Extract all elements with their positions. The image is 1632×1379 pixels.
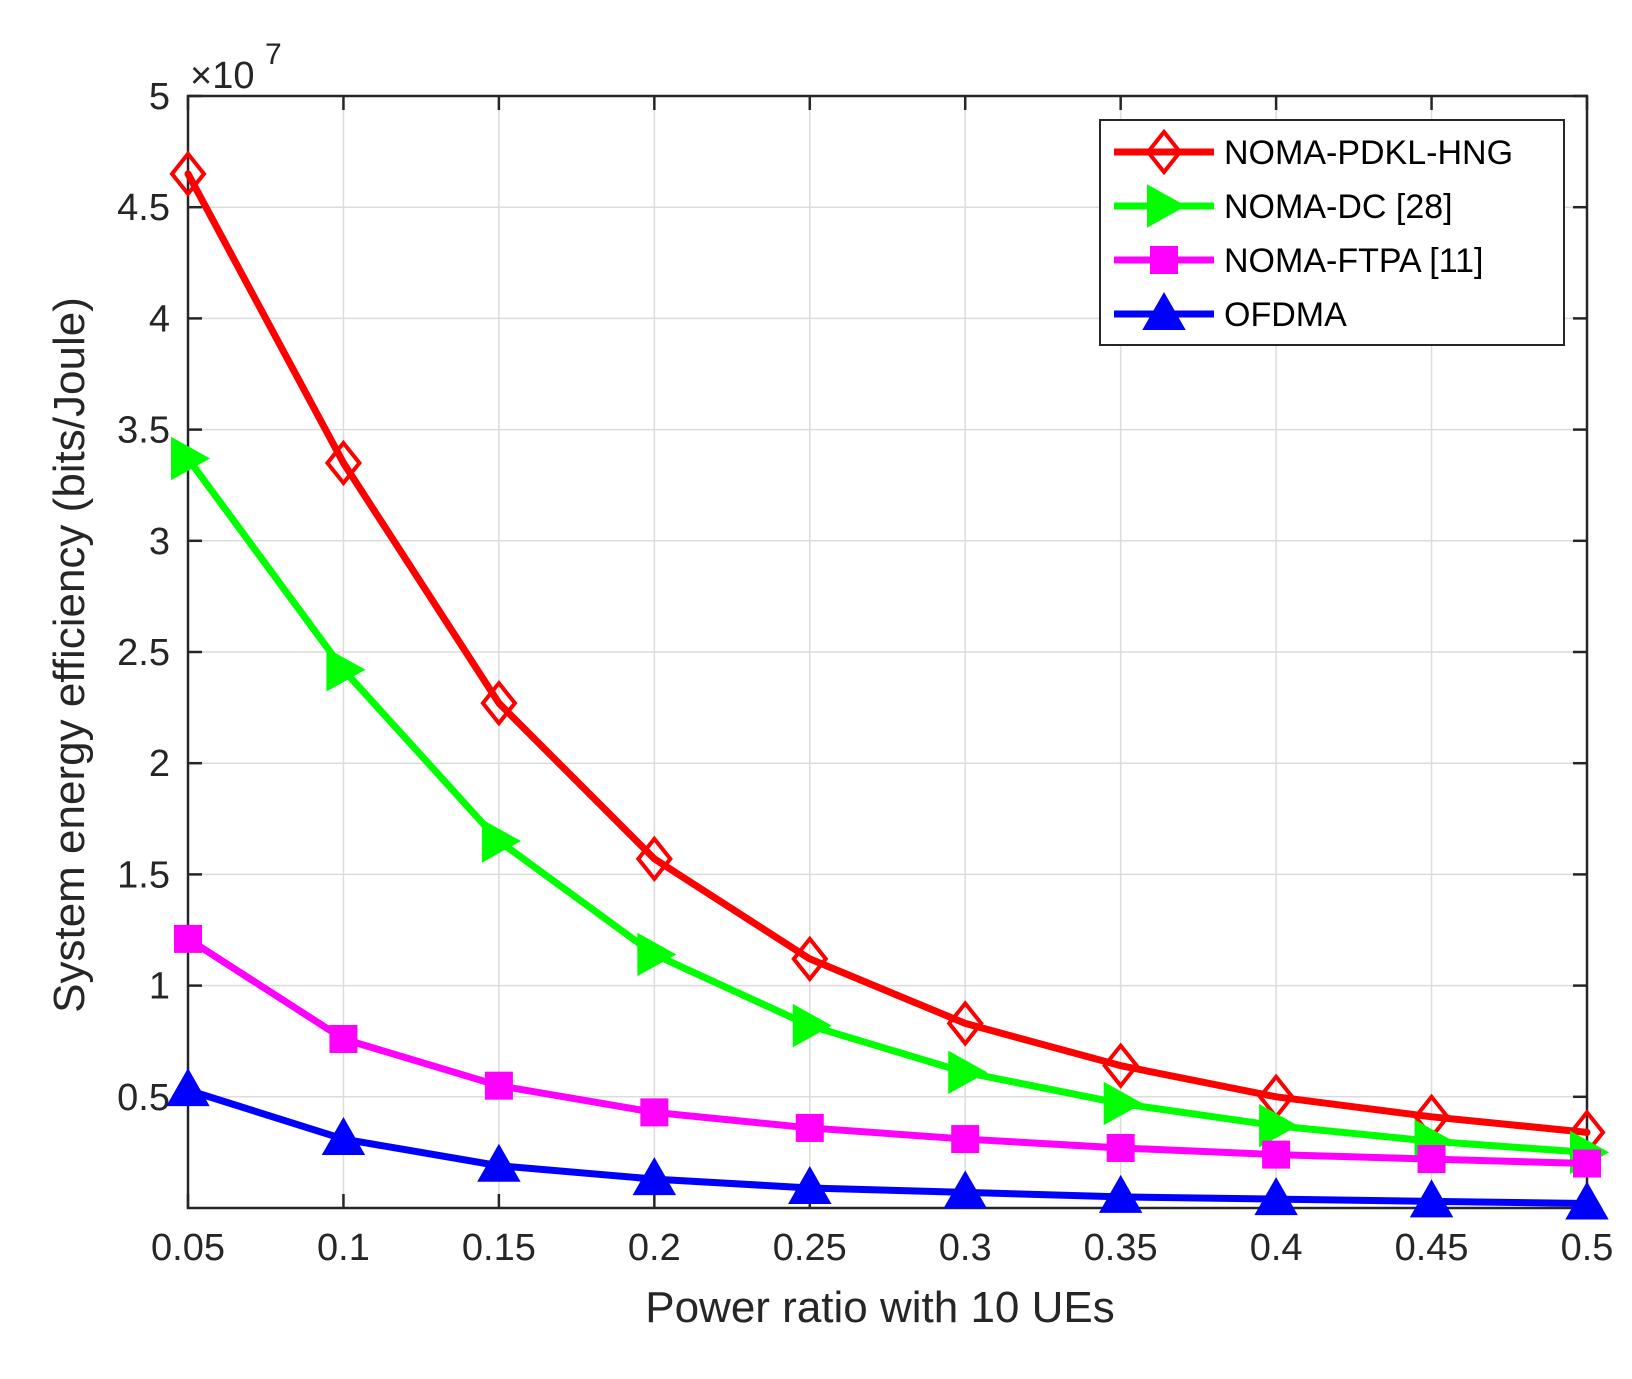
x-tick-label: 0.45: [1395, 1227, 1469, 1269]
legend-label: OFDMA: [1224, 296, 1347, 334]
legend-entry: NOMA-FTPA [11]: [1114, 242, 1483, 280]
x-tick-label: 0.3: [939, 1227, 992, 1269]
data-point: [484, 1071, 513, 1100]
data-point: [640, 1098, 669, 1127]
data-point: [1098, 1174, 1143, 1213]
data-point: [174, 924, 202, 953]
data-point: [1106, 1133, 1135, 1162]
data-point: [1565, 1181, 1609, 1220]
legend-entry: NOMA-DC [28]: [1114, 184, 1453, 228]
legend-marker: [1150, 246, 1178, 274]
data-series: [166, 150, 1610, 1220]
y-exponent-power: 7: [265, 38, 282, 71]
data-point: [791, 935, 829, 983]
data-point: [637, 932, 677, 977]
data-point: [948, 1050, 988, 1095]
y-tick-label: 3.5: [117, 410, 170, 452]
legend-label: NOMA-DC [28]: [1224, 188, 1453, 226]
legend: NOMA-PDKL-HNG NOMA-DC [28] NOMA-FTPA [11] O…: [1099, 119, 1565, 346]
data-point: [1254, 1177, 1298, 1216]
data-point: [326, 648, 366, 692]
data-point: [1103, 1081, 1143, 1126]
x-tick-label: 0.2: [628, 1227, 681, 1269]
x-tick-label: 0.15: [462, 1227, 536, 1269]
data-point: [946, 1000, 984, 1047]
x-tick-label: 0.25: [773, 1227, 847, 1269]
legend-marker: [1147, 184, 1187, 228]
data-point: [481, 819, 521, 863]
y-exponent-base: ×10: [190, 55, 254, 97]
legend-marker: [1145, 128, 1183, 176]
data-point: [329, 1024, 358, 1053]
y-tick-label: 2.5: [117, 632, 170, 674]
y-tick-label: 3: [149, 521, 170, 563]
series-line: [184, 455, 1591, 1156]
axis-ticks: 0.05 0.1 0.15 0.2 0.25 0.3 0.35 0.4 0.45 0.5 0.5 1 1…: [117, 76, 1613, 1269]
data-point: [795, 1113, 824, 1142]
y-tick-label: 2: [149, 743, 170, 785]
series-line: [184, 935, 1591, 1168]
x-axis-title: Power ratio with 10 UEs: [645, 1283, 1115, 1332]
data-point: [943, 1170, 987, 1209]
y-axis-title: System energy efficiency (bits/Joule): [45, 297, 94, 1013]
y-tick-label: 4: [149, 298, 170, 340]
series-ofdma: [166, 1068, 1609, 1220]
data-point: [324, 439, 363, 487]
legend-marker: [1142, 291, 1186, 330]
y-tick-label: 5: [149, 76, 170, 118]
data-point: [951, 1125, 980, 1154]
y-tick-label: 1: [149, 966, 170, 1008]
series-noma-pdkl-hng: [169, 150, 1606, 1156]
legend-label: NOMA-FTPA [11]: [1224, 242, 1483, 280]
data-point: [477, 1143, 521, 1182]
data-point: [792, 1003, 832, 1048]
y-tick-label: 4.5: [117, 187, 170, 229]
data-point: [1417, 1145, 1446, 1174]
data-point: [171, 436, 211, 481]
x-tick-label: 0.1: [317, 1227, 370, 1269]
y-axis-exponent: ×10 7: [190, 38, 282, 97]
data-point: [321, 1117, 366, 1156]
series-noma-ftpa-11: [174, 924, 1601, 1178]
data-point: [1102, 1042, 1140, 1089]
x-tick-label: 0.5: [1561, 1227, 1614, 1269]
data-point: [1573, 1149, 1601, 1178]
data-point: [1409, 1179, 1454, 1218]
data-point: [480, 679, 518, 727]
x-tick-label: 0.35: [1084, 1227, 1158, 1269]
legend-entry: NOMA-PDKL-HNG: [1114, 128, 1513, 176]
data-point: [169, 150, 207, 198]
x-tick-label: 0.4: [1250, 1227, 1303, 1269]
y-tick-label: 1.5: [117, 854, 170, 896]
data-point: [635, 835, 673, 883]
legend-entry: OFDMA: [1114, 291, 1347, 334]
series-line: [184, 170, 1591, 1136]
series-line: [184, 1086, 1591, 1208]
data-point: [166, 1068, 210, 1107]
data-point: [632, 1157, 677, 1196]
y-tick-label: 0.5: [117, 1077, 170, 1119]
data-point: [1262, 1140, 1291, 1169]
legend-label: NOMA-PDKL-HNG: [1224, 134, 1513, 172]
x-tick-label: 0.05: [151, 1227, 225, 1269]
data-point: [788, 1165, 832, 1204]
data-point: [1259, 1104, 1299, 1148]
